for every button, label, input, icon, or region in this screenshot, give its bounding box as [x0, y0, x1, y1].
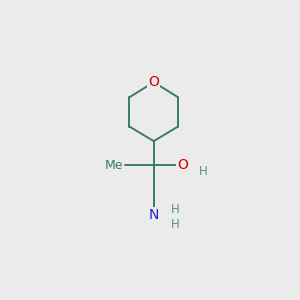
Text: O: O — [177, 158, 188, 172]
Text: Me: Me — [105, 159, 124, 172]
Text: H: H — [199, 165, 208, 178]
Text: H: H — [171, 218, 180, 231]
Text: O: O — [148, 75, 159, 89]
Text: H: H — [171, 203, 180, 216]
Text: N: N — [148, 208, 159, 222]
